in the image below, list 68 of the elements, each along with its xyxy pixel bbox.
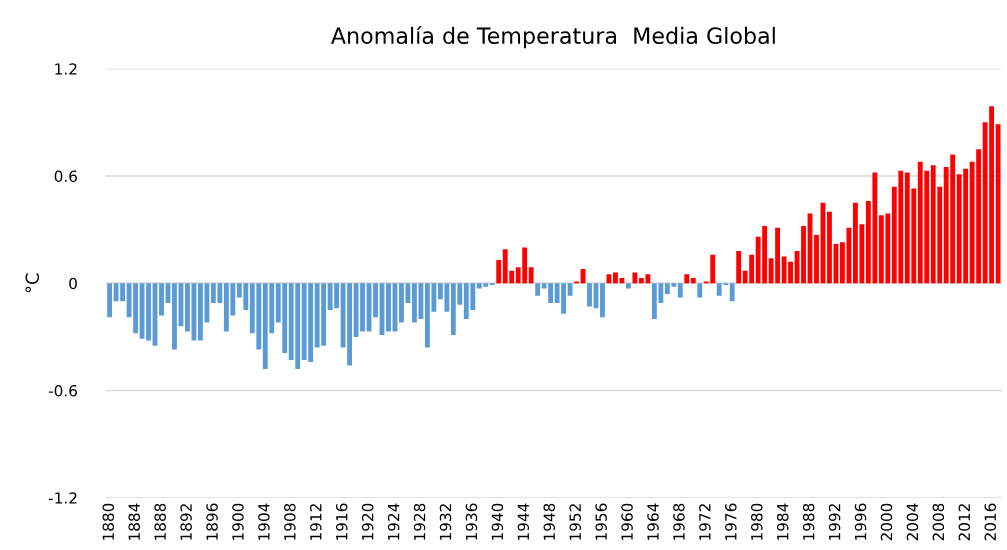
- x-tick-label: 1900: [232, 503, 244, 540]
- bar: [600, 283, 605, 318]
- x-tick-label: 1968: [673, 503, 685, 540]
- x-tick-label: 1888: [154, 503, 166, 540]
- x-tick-label: 2000: [880, 503, 893, 541]
- x-tick-label: 1948: [543, 503, 556, 540]
- x-tick-label: 2012: [958, 504, 971, 541]
- x-tick-label: 2008: [932, 503, 945, 541]
- bar: [528, 267, 534, 284]
- x-tick-label: 1916: [335, 503, 348, 540]
- chart-title: Anomalía de Temperatura Media Global: [331, 25, 775, 49]
- x-tick-label: 1964: [647, 503, 659, 540]
- x-tick-label: 1880: [102, 503, 115, 540]
- x-tick-label: 2004: [906, 503, 919, 541]
- y-tick-label: 1.2: [55, 63, 77, 75]
- bar: [172, 283, 177, 350]
- x-tick-label: 1988: [802, 503, 815, 540]
- x-tick-label: 1904: [258, 503, 270, 540]
- bar: [814, 234, 819, 284]
- bar: [159, 283, 164, 316]
- bar: [613, 272, 618, 284]
- bar: [399, 283, 404, 323]
- x-tick-label: 1924: [387, 503, 400, 540]
- y-tick-label: 0.6: [54, 170, 77, 183]
- bar: [373, 283, 378, 318]
- bar: [146, 283, 151, 341]
- x-tick-label: 1996: [854, 503, 867, 540]
- bar: [801, 226, 806, 284]
- x-tick-label: 1920: [361, 503, 374, 540]
- x-tick-label: 1992: [828, 504, 841, 540]
- x-tick-label: 1944: [517, 503, 530, 540]
- x-tick-label: 2016: [984, 503, 997, 541]
- x-tick-label: 1892: [180, 504, 192, 540]
- x-tick-label: 1896: [206, 503, 218, 540]
- bar: [632, 272, 638, 284]
- x-tick-label: 1976: [725, 503, 737, 540]
- x-tick-label: 1940: [491, 503, 504, 540]
- bar: [587, 283, 592, 307]
- x-tick-label: 1956: [595, 503, 607, 540]
- y-tick-label: -0.6: [48, 384, 77, 397]
- bar: [535, 283, 541, 296]
- bar: [827, 211, 832, 284]
- bar: [690, 277, 696, 284]
- y-axis-title: °C: [25, 273, 40, 293]
- x-tick-label: 1984: [776, 503, 789, 540]
- bar: [496, 260, 502, 284]
- x-tick-label: 1928: [413, 503, 426, 540]
- y-tick-label: 0: [69, 277, 77, 290]
- x-tick-label: 1952: [569, 504, 581, 540]
- x-tick-label: 1960: [621, 503, 633, 540]
- bar: [107, 283, 113, 318]
- x-tick-label: 1908: [284, 503, 296, 540]
- x-tick-label: 1912: [310, 504, 322, 540]
- x-tick-label: 1932: [439, 504, 452, 540]
- bar: [386, 283, 391, 332]
- x-tick-label: 1980: [751, 503, 763, 540]
- x-tick-label: 1972: [699, 504, 711, 540]
- bar: [626, 283, 631, 289]
- bar: [729, 283, 735, 302]
- bar: [360, 283, 365, 332]
- bar: [736, 251, 742, 284]
- x-tick-label: 1884: [128, 503, 140, 540]
- bar: [697, 283, 703, 298]
- bar: [995, 124, 1001, 284]
- bar: [677, 283, 683, 298]
- x-tick-label: 1936: [465, 503, 478, 540]
- y-tick-label: -1.2: [48, 492, 77, 504]
- bar: [684, 274, 690, 284]
